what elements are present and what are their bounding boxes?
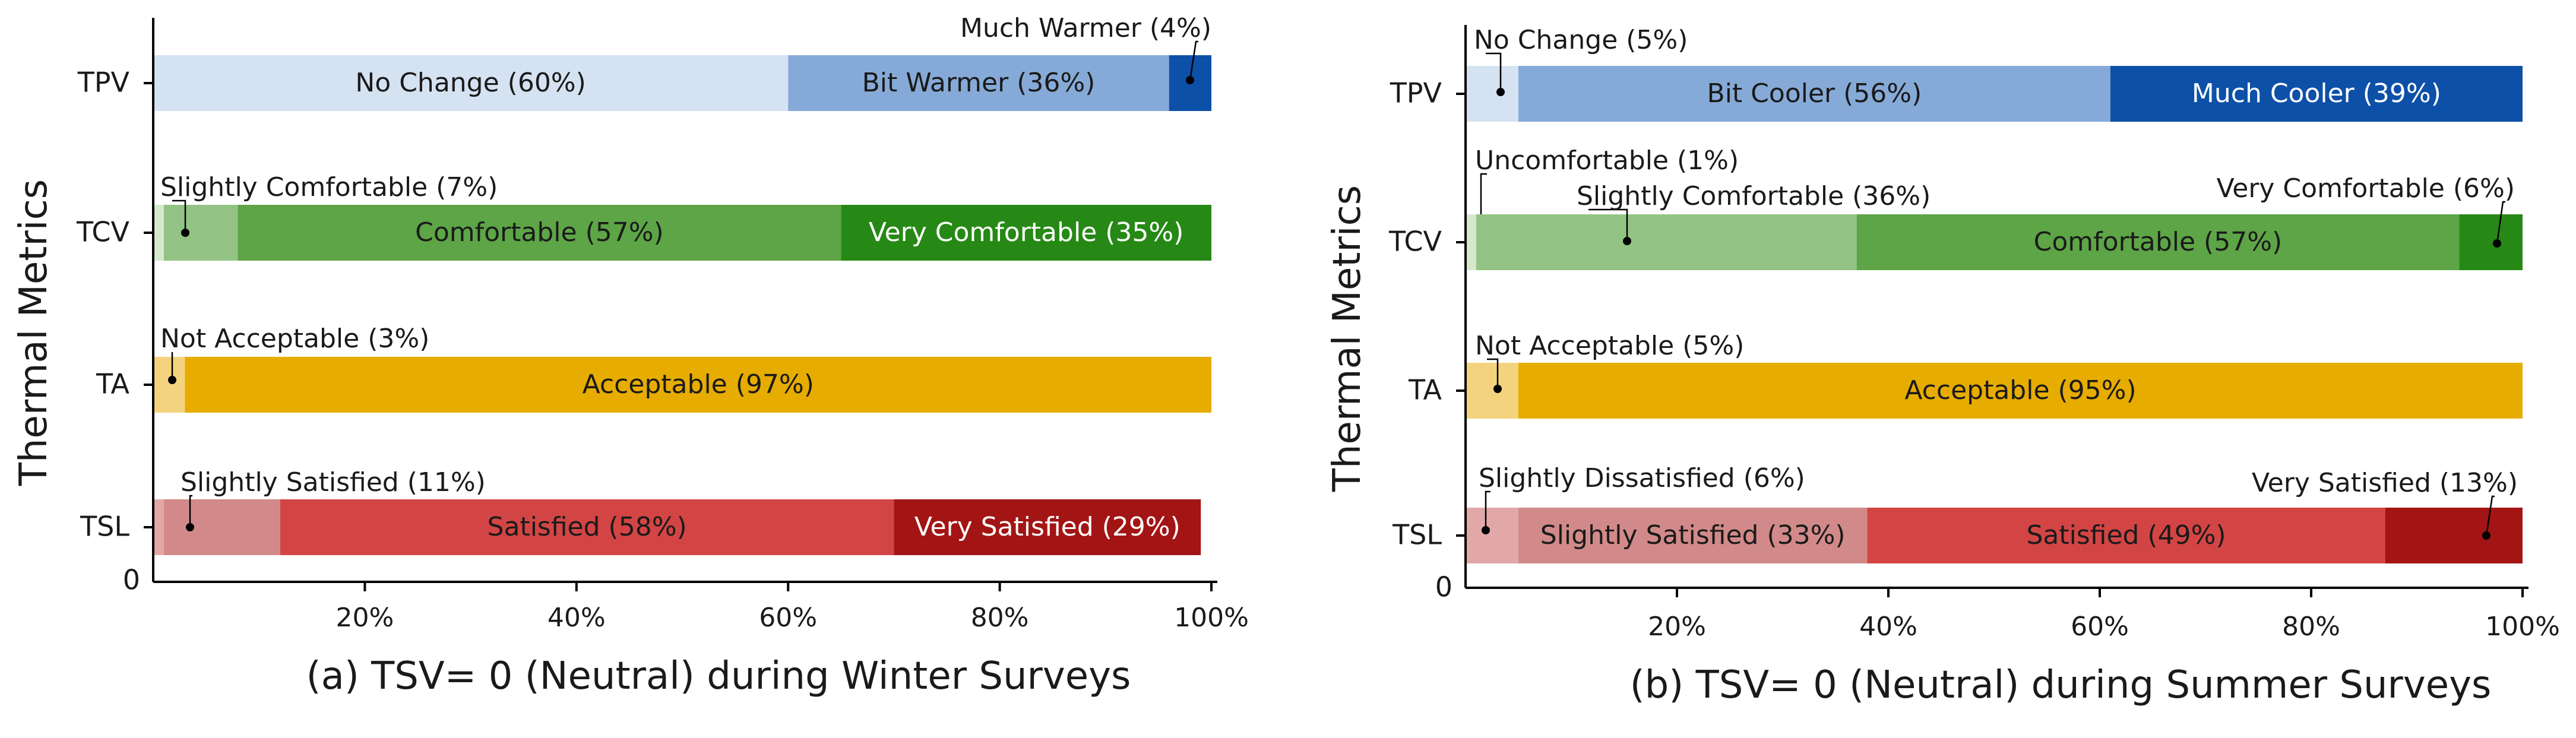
callout-label: No Change (5%) [1474,25,1688,55]
bar-segment-3-1 [163,499,280,555]
x-tick-label: 60% [759,603,817,633]
segment-label: Bit Warmer (36%) [862,68,1096,98]
x-tick-label: 60% [2071,612,2129,642]
bar-segment-0-2 [2110,66,2523,122]
bar-segment-0-0 [153,55,789,111]
segment-label: Comfortable (57%) [415,217,664,248]
callout-label: Slightly Dissatisfied (6%) [1479,463,1805,493]
y-tick-label: TA [1408,374,1442,406]
callout-dot [1186,76,1194,84]
bar-segment-1-1 [1476,214,1857,270]
x-tick-label: 20% [336,603,394,633]
callout-label: Slightly Comfortable (7%) [160,172,498,202]
y-tick-label: TCV [1388,226,1442,258]
bar-segment-2-0 [1466,363,1518,419]
callout-label: Not Acceptable (5%) [1475,331,1744,361]
segment-label: Very Comfortable (35%) [869,217,1183,248]
callout-label: Very Satisfied (13%) [2252,468,2518,498]
y-tick-label: TCV [76,216,130,248]
winter-chart-panel: No Change (60%) Bit Warmer (36%) Much Warm… [12,13,1249,698]
bar-segment-1-2 [1856,214,2460,270]
bar-segment-3-3 [894,499,1201,555]
callout-leader [189,495,192,527]
segment-label: Comfortable (57%) [2034,227,2283,257]
callout-dot [2493,239,2501,248]
y-tick-label: TPV [1390,77,1442,109]
chart-caption: (a) TSV= 0 (Neutral) during Winter Surve… [306,654,1131,698]
bar-segment-1-3 [841,205,1211,261]
chart-caption: (b) TSV= 0 (Neutral) during Summer Surve… [1630,663,2492,707]
bar-segment-0-1 [788,55,1169,111]
bar-segment-3-2 [1867,508,2385,563]
y-tick-label: TPV [77,66,130,99]
segment-label: Satisfied (58%) [488,512,687,542]
segment-label: No Change (60%) [355,68,586,98]
callout-leader [1487,358,1499,389]
callout-dot [1482,526,1490,534]
callout-label: Slightly Satisfied (11%) [181,467,486,498]
bar-segment-1-3 [2459,214,2523,270]
y-zero-label: 0 [123,564,140,596]
bar-segment-0-0 [1466,66,1518,122]
y-axis-title: Thermal Metrics [1325,185,1369,492]
segment-label: Satisfied (49%) [2026,520,2226,550]
x-tick-label: 40% [548,603,606,633]
callout-dot [2482,531,2490,540]
summer-chart-panel: No Change (5%) Bit Cooler (56%) Much Coole… [1325,25,2560,707]
x-tick-label: 100% [2485,612,2560,642]
y-tick-label: TSL [80,511,129,543]
callout-dot [181,229,189,237]
bar-segment-1-0 [153,205,164,261]
callout-leader [1485,490,1490,530]
bar-segment-1-0 [1466,214,1476,270]
callout-label: Very Comfortable (6%) [2217,173,2515,204]
callout-dot [186,523,194,531]
callout-label: Much Warmer (4%) [960,13,1211,43]
callout-leader [1486,52,1502,92]
bar-segment-1-2 [238,205,841,261]
bar-segment-3-2 [280,499,894,555]
bar-segment-3-0 [1466,508,1518,563]
callout-dot [1496,88,1505,96]
bar-segment-1-1 [163,205,238,261]
callout-leader [2485,495,2495,536]
callout-dot [168,376,176,384]
segment-label: Slightly Satisfied (33%) [1540,520,1846,550]
bar-segment-2-1 [1518,363,2523,419]
y-axis-title: Thermal Metrics [12,179,56,486]
bar-segment-2-0 [153,357,185,413]
callout-label: Uncomfortable (1%) [1475,145,1739,176]
segment-label: Very Satisfied (29%) [914,512,1181,542]
y-tick-label: TA [96,368,130,400]
callout-leader [2496,201,2505,244]
segment-label: Bit Cooler (56%) [1707,78,1922,109]
callout-label: Slightly Comfortable (36%) [1577,181,1931,211]
callout-label: Not Acceptable (3%) [160,324,429,354]
callout-dot [1623,237,1631,245]
callout-leader [172,199,186,233]
x-tick-label: 20% [1648,612,1706,642]
x-tick-label: 80% [2282,612,2340,642]
x-tick-label: 40% [1859,612,1917,642]
callout-leader [1189,40,1198,81]
segment-label: Acceptable (97%) [583,369,814,400]
segment-label: Acceptable (95%) [1904,375,2136,406]
bar-segment-3-1 [1518,508,1868,563]
callout-dot [1493,385,1502,393]
bar-segment-2-1 [185,357,1212,413]
x-tick-label: 80% [971,603,1029,633]
y-tick-label: TSL [1392,519,1442,551]
segment-label: Much Cooler (39%) [2192,78,2441,109]
x-tick-label: 100% [1174,603,1249,633]
bar-segment-0-1 [1518,66,2110,122]
bar-segment-3-0 [153,499,164,555]
y-zero-label: 0 [1435,571,1452,603]
bar-segment-3-3 [2385,508,2523,563]
callout-leader [1588,208,1628,241]
